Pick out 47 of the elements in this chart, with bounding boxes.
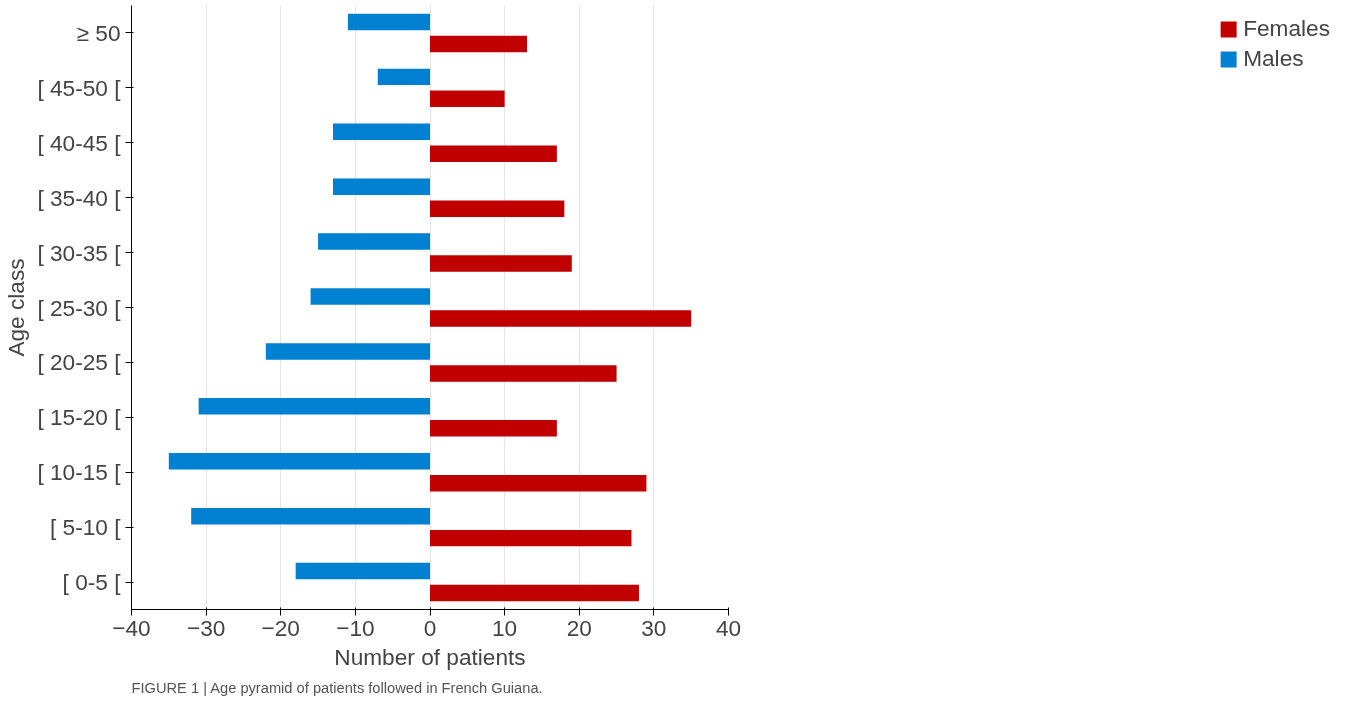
y-tick-label: [ 45-50 [ — [37, 74, 122, 101]
y-tick-label: [ 5-10 [ — [49, 514, 122, 541]
bar — [430, 255, 572, 272]
bar — [198, 398, 430, 415]
bar — [430, 200, 565, 217]
y-tick-label: [ 0-5 [ — [62, 569, 122, 596]
y-tick-label: [ 10-15 [ — [37, 459, 122, 486]
x-tick-label: 40 — [715, 614, 742, 641]
bar — [332, 178, 430, 195]
bar — [430, 90, 505, 108]
bar — [430, 310, 692, 327]
y-tick-label: [ 40-45 [ — [37, 129, 122, 156]
caption: FIGURE 1 | Age pyramid of patients followed in French Guiana. — [131, 679, 543, 696]
x-tick-label: 30 — [641, 614, 667, 641]
bar — [310, 288, 430, 305]
legend-label: Males — [1243, 45, 1304, 72]
y-tick-label: [ 25-30 [ — [37, 294, 122, 321]
bar — [430, 529, 632, 547]
bar — [265, 343, 430, 360]
legend-label: Females — [1243, 15, 1330, 42]
x-tick-label: 0 — [423, 614, 437, 641]
y-tick-label: [ 15-20 [ — [37, 404, 122, 431]
bar — [430, 145, 557, 162]
x-tick-label: 20 — [566, 614, 592, 641]
y-tick-label: [ 30-35 [ — [37, 239, 122, 266]
x-tick-label: 10 — [492, 614, 518, 641]
x-tick-label: −10 — [336, 614, 375, 641]
x-tick-label: −40 — [112, 614, 151, 641]
x-axis-title: Number of patients — [334, 643, 526, 670]
y-tick-label: ≥ 50 — [76, 19, 121, 46]
bar — [430, 584, 639, 602]
x-tick-label: −20 — [261, 614, 300, 641]
y-tick-label: [ 35-40 [ — [37, 184, 122, 211]
y-tick-label: [ 20-25 [ — [37, 349, 122, 376]
bar — [430, 420, 557, 437]
bar — [191, 507, 430, 525]
x-tick-label: −30 — [186, 614, 226, 641]
bar — [332, 123, 430, 141]
bar — [347, 13, 430, 31]
bar — [377, 68, 430, 86]
bar — [295, 562, 430, 580]
bar — [168, 453, 430, 470]
bar — [430, 35, 528, 53]
bar — [430, 365, 617, 382]
bar — [430, 474, 647, 492]
y-axis-title: Age class — [3, 258, 30, 357]
bar — [318, 233, 430, 250]
